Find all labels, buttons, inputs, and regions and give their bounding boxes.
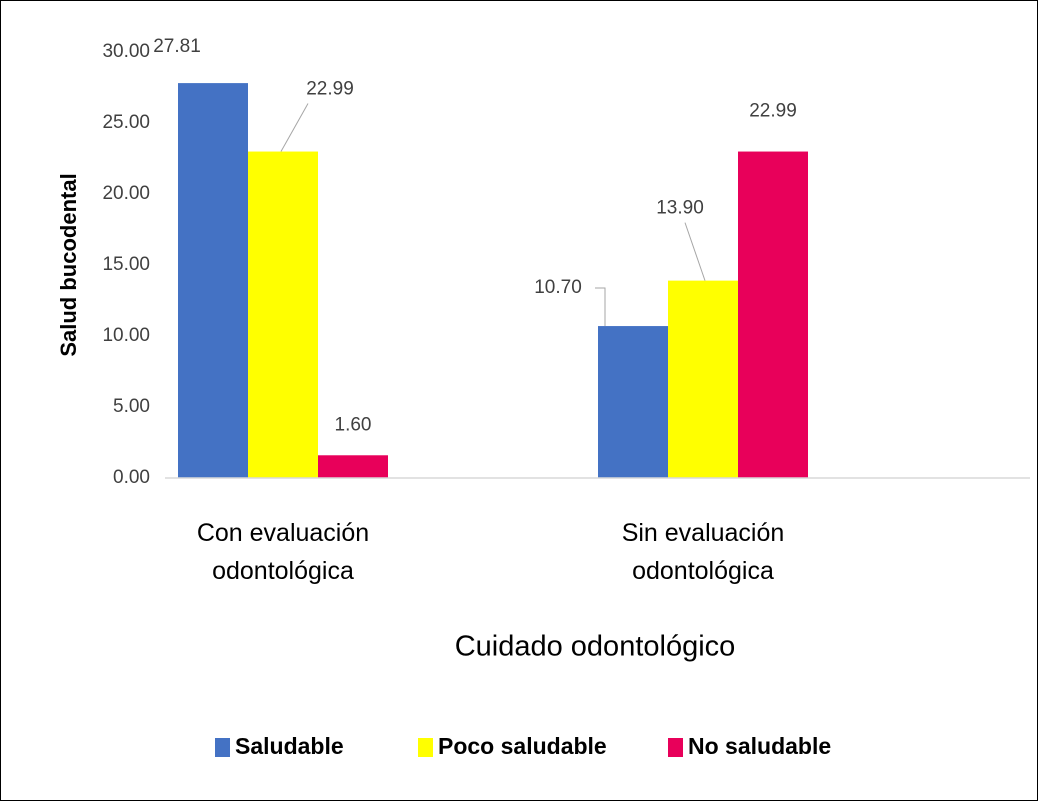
y-tick-label: 15.00 bbox=[102, 254, 150, 275]
leader-line bbox=[684, 222, 706, 281]
legend-swatch bbox=[418, 738, 433, 757]
bar bbox=[738, 151, 808, 479]
data-label: 22.99 bbox=[306, 79, 354, 100]
y-tick-label: 20.00 bbox=[102, 183, 150, 204]
y-tick-label: 5.00 bbox=[113, 396, 150, 417]
bar bbox=[318, 455, 388, 478]
y-tick-label: 10.00 bbox=[102, 325, 150, 346]
x-axis-title: Cuidado odontológico bbox=[455, 631, 736, 663]
bar bbox=[668, 280, 738, 478]
legend-label: No saludable bbox=[688, 733, 831, 759]
data-label: 27.81 bbox=[153, 36, 201, 57]
y-tick-label: 30.00 bbox=[102, 41, 150, 62]
leader-line bbox=[595, 287, 606, 327]
bar bbox=[598, 326, 668, 478]
data-label: 22.99 bbox=[749, 101, 797, 122]
data-label: 13.90 bbox=[656, 198, 704, 219]
legend-swatch bbox=[215, 738, 230, 757]
bar bbox=[178, 83, 248, 479]
legend-label: Poco saludable bbox=[438, 733, 607, 759]
data-label: 1.60 bbox=[335, 414, 372, 435]
legend-label: Saludable bbox=[235, 733, 344, 759]
leader-line bbox=[280, 103, 309, 152]
y-tick-label: 0.00 bbox=[113, 467, 150, 488]
x-tick-label: Sin evaluación odontológica bbox=[621, 519, 785, 585]
data-label: 10.70 bbox=[534, 277, 582, 298]
y-tick-label: 25.00 bbox=[102, 112, 150, 133]
y-axis-title: Salud bucodental bbox=[56, 173, 81, 356]
legend-swatch bbox=[668, 738, 683, 757]
x-tick-label: Con evaluación odontológica bbox=[196, 519, 370, 585]
bar bbox=[248, 151, 318, 479]
